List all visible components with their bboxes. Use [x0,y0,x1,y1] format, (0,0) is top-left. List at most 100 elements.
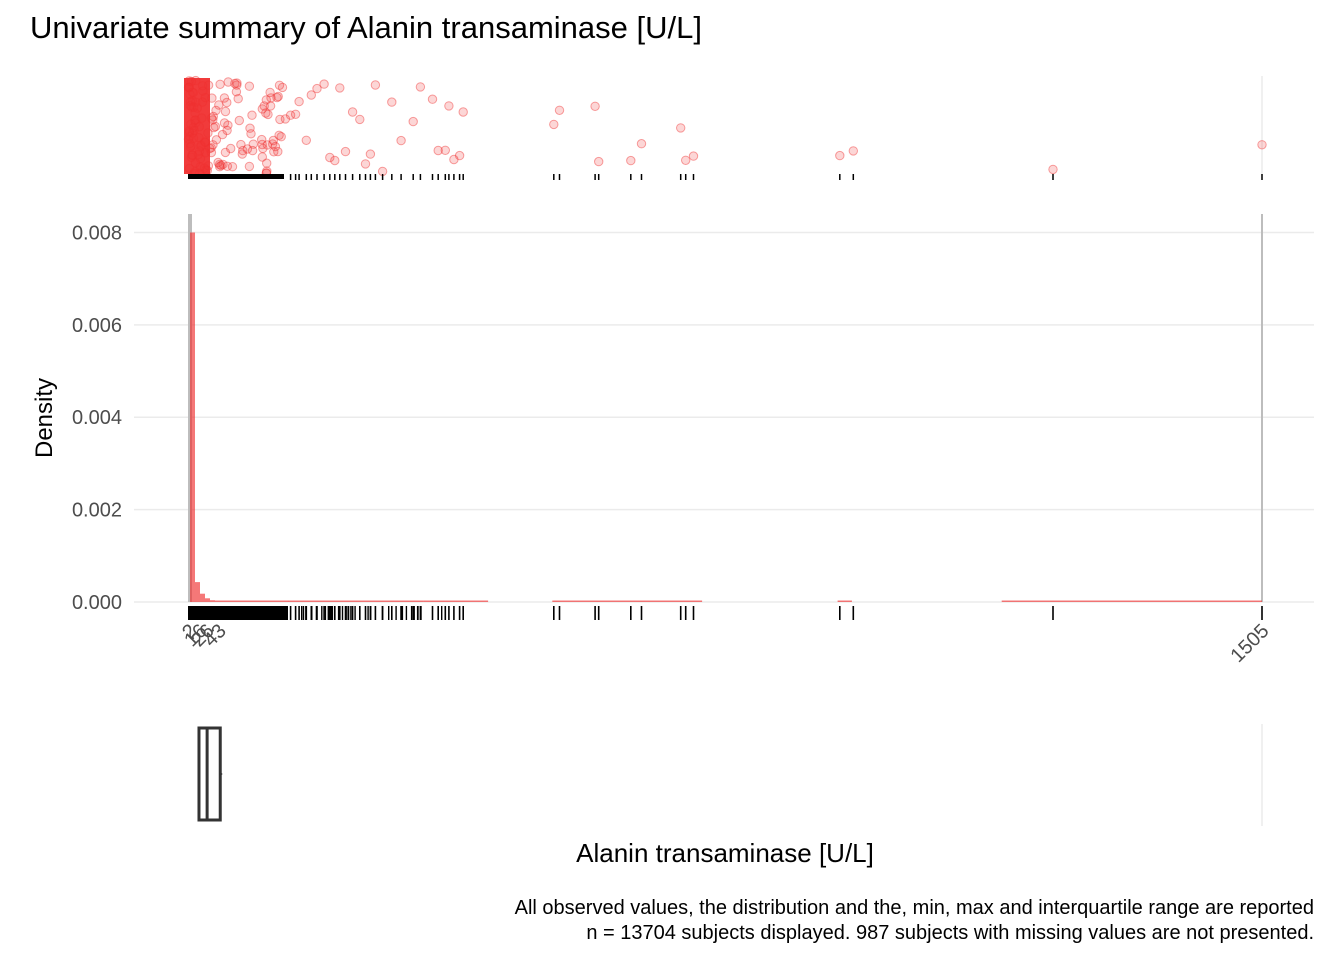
jitter-point [197,97,208,107]
jitter-point [232,80,242,90]
jitter-point [185,100,196,111]
jitter-point [290,109,301,120]
jitter-point [218,159,228,170]
jitter-point [201,165,211,175]
histogram-bar [210,600,215,602]
jitter-point [217,129,228,140]
jitter-point [277,82,288,93]
jitter-point [242,144,253,154]
jitter-point [262,140,272,150]
jitter-point [248,139,259,149]
jitter-point [226,143,236,154]
jitter-point [214,100,224,110]
jitter-point [247,110,257,120]
jitter-point [237,149,248,159]
boxplot-panel [197,724,1263,826]
jitter-point [238,145,248,156]
jitter-point [347,107,358,117]
jitter-point [396,135,406,146]
jitter-point [200,148,211,158]
jitter-point [835,150,845,161]
jitter-point [268,139,278,149]
jitter-point [200,137,211,148]
histogram-bar [837,600,852,602]
y-tick-label: 0.002 [72,500,122,522]
histogram-bar [215,600,220,602]
jitter-point [365,149,376,159]
jitter-point [257,104,267,114]
jitter-point [190,115,201,125]
jitter-point [274,130,284,141]
jitter-point [200,137,210,147]
jitter-point [191,75,201,86]
jitter-point [203,80,214,90]
jitter-point [193,150,203,160]
jitter-point [676,123,686,133]
jitter-point [236,139,246,150]
jitter-point [184,76,194,86]
jitter-point [213,157,223,168]
jitter-point [186,141,196,151]
jitter-point [626,155,636,166]
jitter-point [230,78,240,89]
y-tick-label: 0.006 [72,315,122,337]
x-tick-label: 1505 [1227,620,1274,667]
jitter-point [306,90,316,100]
jitter-point [458,107,468,117]
jitter-point [185,89,195,100]
dense-points-block [184,78,210,174]
jitter-point [184,128,195,138]
jitter-point [408,116,418,127]
x-axis-title: Alanin transaminase [U/L] [576,838,874,868]
jitter-point [265,101,276,111]
jitter-point [335,83,345,93]
histogram-bar [190,232,195,602]
jitter-strip-panel [183,75,1267,180]
jitter-point [232,78,242,88]
jitter-point [301,135,311,146]
jitter-point [454,150,465,161]
jitter-point [590,101,600,112]
jitter-point [208,115,218,125]
jitter-point [194,122,205,132]
jitter-point [187,96,198,106]
jitter-point [387,97,397,107]
jitter-point [205,143,215,154]
jitter-point [209,122,219,133]
jitter-point [244,81,255,91]
jitter-point [195,154,206,164]
jitter-point [186,152,197,163]
jitter-point [272,92,282,103]
jitter-point [190,158,201,168]
jitter-point [196,141,206,152]
jitter-point [270,141,281,152]
jitter-point [245,123,255,133]
jitter-point [188,133,199,144]
jitter-point [265,87,275,98]
jitter-point [312,83,322,94]
jitter-point [273,91,283,102]
jitter-point [190,115,200,126]
jitter-point [262,158,272,168]
histogram-bar [200,593,205,602]
jitter-point [273,146,283,157]
jitter-point [449,154,459,165]
jitter-point [220,106,231,117]
jitter-point [196,140,206,150]
jitter-point [186,76,197,87]
jitter-point [185,138,195,149]
jitter-point [183,82,194,93]
jitter-point [681,155,691,166]
jitter-point [189,102,199,113]
jitter-point [257,152,267,162]
jitter-point [206,147,217,158]
jitter-point [187,87,198,98]
jitter-point [215,79,225,90]
y-axis-title: Density [31,378,58,458]
jitter-point [231,87,242,97]
histogram-bar [552,600,703,602]
histogram-bar [220,600,289,602]
jitter-point [319,79,329,89]
jitter-point [211,135,222,145]
